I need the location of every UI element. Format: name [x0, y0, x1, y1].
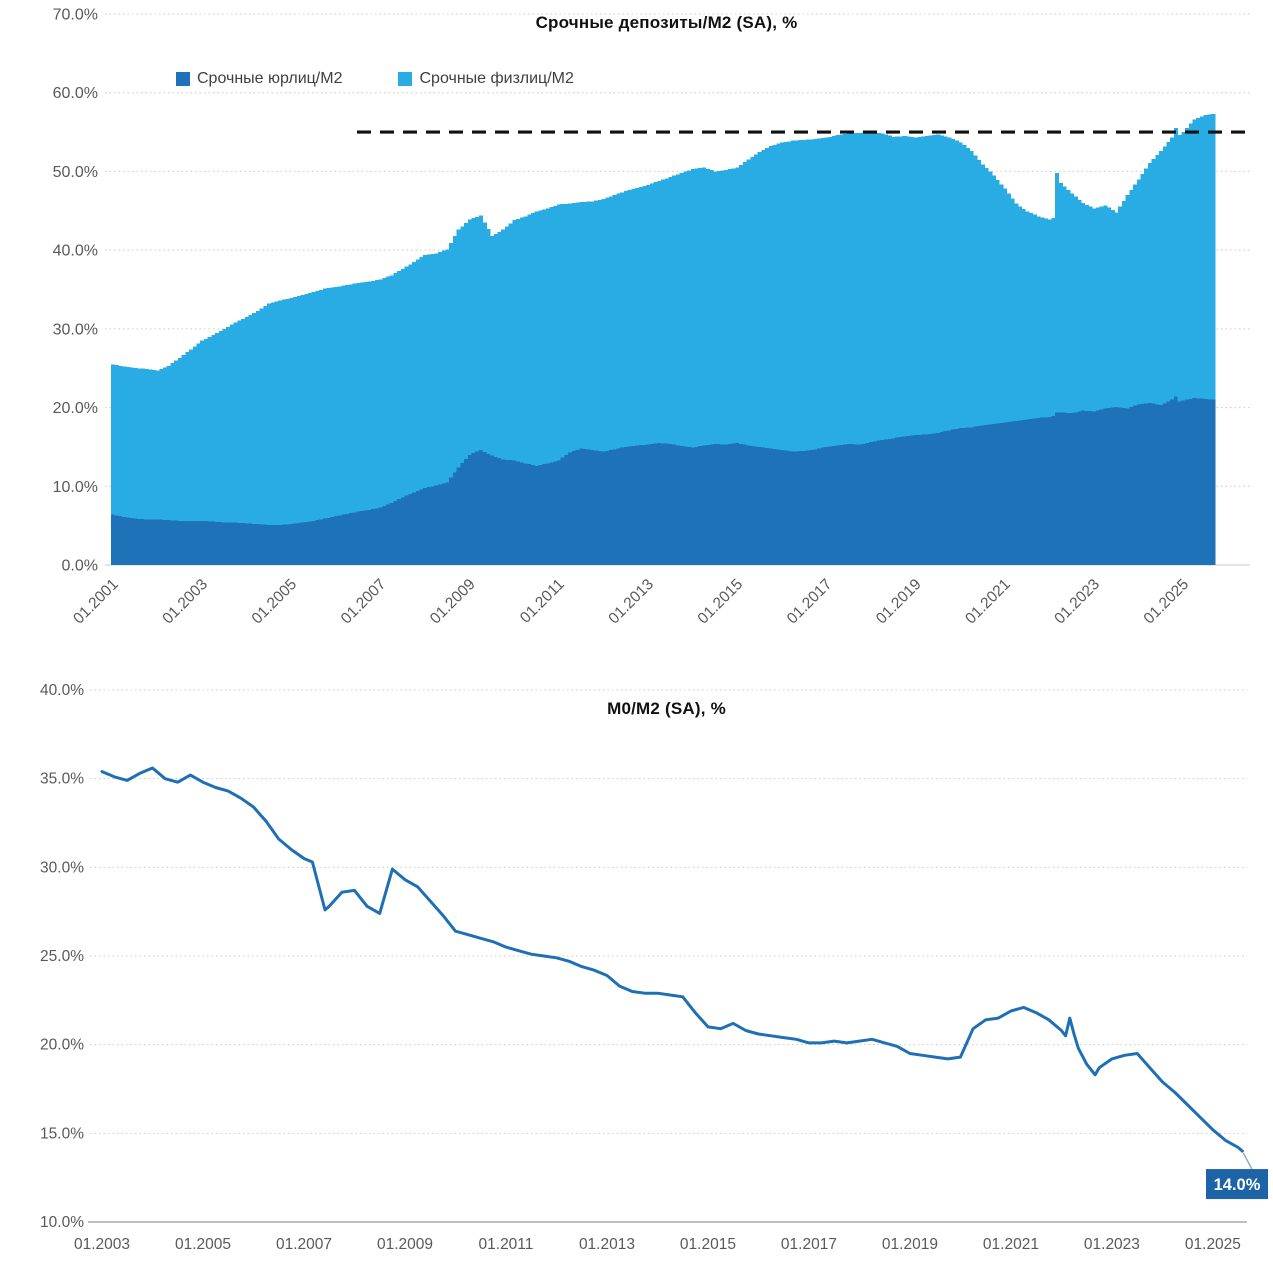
- m0-line-chart: 10.0% 15.0% 20.0% 25.0% 30.0% 35.0% 40.0% 01.20…: [40, 682, 1268, 1253]
- m0-m2-line: [100, 766, 1244, 1153]
- m0-chart-title: М0/М2 (SA), %: [607, 699, 726, 718]
- y-axis-label: 25.0%: [40, 948, 84, 965]
- y-axis-label: 30.0%: [40, 859, 84, 876]
- x-axis-label: 01.2011: [517, 576, 568, 627]
- x-axis-label: 01.2017: [781, 1236, 837, 1253]
- callout-box: [1206, 1169, 1268, 1200]
- y-axis-label: 35.0%: [40, 771, 84, 788]
- y-axis-label: 10.0%: [40, 1214, 84, 1231]
- y-axis-label: 10.0%: [53, 479, 98, 496]
- y-axis-label: 40.0%: [40, 682, 84, 699]
- retail-series-swatch-icon: [398, 72, 413, 86]
- x-axis-label: 01.2007: [276, 1236, 332, 1253]
- y-axis-label: 30.0%: [53, 321, 98, 338]
- y-axis-label: 20.0%: [40, 1037, 84, 1054]
- x-axis-label: 01.2003: [159, 576, 211, 628]
- x-axis-label: 01.2023: [1084, 1236, 1140, 1253]
- x-axis-label: 01.2009: [427, 576, 479, 628]
- x-axis-label: 01.2007: [338, 576, 390, 628]
- x-axis-label: 01.2013: [605, 576, 657, 628]
- x-axis-label: 01.2011: [479, 1236, 534, 1253]
- legend-item-corporate: Срочные юрлиц/М2: [176, 70, 342, 88]
- gridlines: [88, 689, 1247, 1223]
- x-axis-label: 01.2003: [74, 1236, 130, 1253]
- y-axis-label: 50.0%: [53, 164, 98, 181]
- deposits-stacked-area-chart: 0.0% 10.0% 20.0% 30.0% 40.0% 50.0% 60.0% 70.0% 0…: [53, 7, 1250, 628]
- x-axis-label: 01.2023: [1051, 576, 1103, 628]
- x-axis-label: 01.2021: [983, 1236, 1039, 1253]
- x-axis-label: 01.2005: [249, 576, 301, 628]
- x-axis-label: 01.2015: [695, 576, 747, 628]
- corporate-series-label: Срочные юрлиц/М2: [197, 70, 343, 87]
- callout-leader-line: [1242, 1152, 1254, 1171]
- deposits-chart-title: Срочные депозиты/М2 (SA), %: [535, 13, 798, 32]
- y-axis-label: 40.0%: [53, 243, 98, 260]
- deposits-legend: Срочные юрлиц/М2 Срочные физлиц/М2: [176, 70, 574, 88]
- y-axis-label: 15.0%: [40, 1125, 84, 1142]
- callout-value: 14.0%: [1214, 1176, 1261, 1194]
- y-axis-label: 0.0%: [62, 558, 98, 575]
- retail-series-label: Срочные физлиц/М2: [419, 70, 574, 87]
- y-axis-label: 70.0%: [53, 7, 98, 24]
- legend-item-retail: Срочные физлиц/М2: [398, 70, 574, 88]
- corporate-series-swatch-icon: [176, 72, 190, 86]
- x-axis-labels: 01.2003 01.2005 01.2007 01.2009 01.2011 01.20…: [74, 1236, 1241, 1253]
- x-axis-label: 01.2019: [882, 1236, 938, 1253]
- y-axis-label: 60.0%: [53, 85, 98, 102]
- stacked-series-columns: [111, 113, 1216, 565]
- x-axis-label: 01.2021: [962, 576, 1014, 628]
- x-axis-label: 01.2025: [1141, 576, 1193, 628]
- value-callout: 14.0%: [1206, 1152, 1268, 1200]
- x-axis-label: 01.2017: [784, 576, 836, 628]
- x-axis-label: 01.2013: [579, 1236, 635, 1253]
- x-axis-label: 01.2019: [873, 576, 925, 628]
- x-axis-label: 01.2001: [70, 576, 122, 628]
- x-axis-labels: 01.2001 01.2003 01.2005 01.2007 01.2009 01.20…: [70, 576, 1192, 628]
- y-axis-label: 20.0%: [53, 400, 98, 417]
- x-axis-label: 01.2005: [175, 1236, 231, 1253]
- x-axis-label: 01.2015: [680, 1236, 736, 1253]
- x-axis-label: 01.2009: [377, 1236, 433, 1253]
- x-axis-label: 01.2025: [1185, 1236, 1241, 1253]
